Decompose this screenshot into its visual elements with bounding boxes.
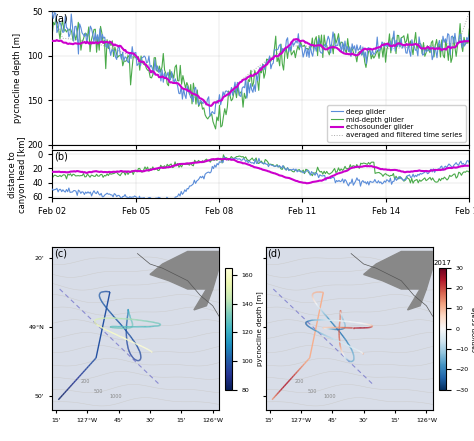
- Y-axis label: distance to
canyon head [km]: distance to canyon head [km]: [8, 136, 27, 213]
- Text: 200: 200: [295, 379, 304, 384]
- Polygon shape: [150, 251, 219, 289]
- Text: (b): (b): [54, 152, 68, 162]
- Y-axis label: canyon-scale
pycnocline displacement [m]: canyon-scale pycnocline displacement [m]: [471, 278, 474, 379]
- Legend: deep glider, mid-depth glider, echosounder glider, averaged and filtered time se: deep glider, mid-depth glider, echosound…: [328, 105, 466, 142]
- Text: 1000: 1000: [110, 394, 122, 399]
- Y-axis label: pycnocline depth [m]: pycnocline depth [m]: [13, 33, 22, 123]
- Text: (a): (a): [54, 14, 68, 24]
- Title: 2017: 2017: [433, 260, 451, 266]
- Text: 500: 500: [93, 389, 103, 394]
- Polygon shape: [364, 251, 433, 289]
- Text: 200: 200: [81, 379, 91, 384]
- Text: 500: 500: [307, 389, 317, 394]
- Text: (c): (c): [54, 249, 67, 259]
- Text: 1000: 1000: [323, 394, 336, 399]
- Y-axis label: pycnocline depth [m]: pycnocline depth [m]: [256, 292, 263, 366]
- Polygon shape: [408, 289, 426, 310]
- Text: (d): (d): [267, 249, 281, 259]
- Polygon shape: [194, 289, 213, 310]
